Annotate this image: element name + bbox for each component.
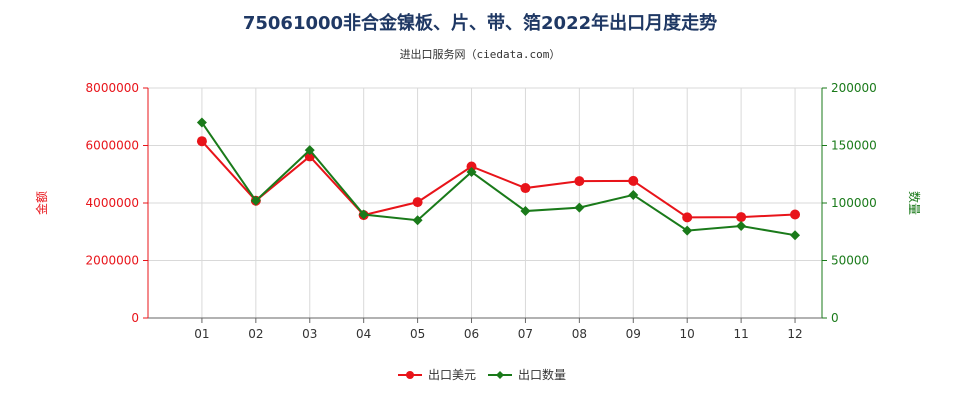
data-point — [574, 202, 585, 213]
data-point — [628, 175, 639, 186]
series — [196, 117, 801, 241]
data-point — [520, 183, 531, 194]
y-left-tick-label: 0 — [131, 311, 139, 325]
x-tick-label: 09 — [626, 327, 641, 341]
y-right-tick-label: 100000 — [831, 196, 877, 210]
y-left-tick-label: 6000000 — [86, 139, 139, 153]
data-point — [196, 117, 207, 128]
x-tick-label: 10 — [680, 327, 695, 341]
x-tick-label: 12 — [787, 327, 802, 341]
legend-marker — [496, 371, 504, 379]
legend-label: 出口美元 — [428, 368, 476, 382]
data-point — [790, 230, 801, 241]
legend-marker — [406, 371, 414, 379]
x-tick-label: 07 — [518, 327, 533, 341]
grid — [148, 87, 822, 319]
data-point — [466, 161, 477, 172]
y-right-tick-label: 0 — [831, 311, 839, 325]
data-point — [736, 212, 747, 223]
x-tick-label: 02 — [248, 327, 263, 341]
data-point — [358, 209, 369, 220]
y-left-tick-label: 8000000 — [86, 81, 139, 95]
series-line — [201, 140, 796, 219]
data-point — [412, 215, 423, 226]
y-left-tick-label: 2000000 — [86, 254, 139, 268]
data-point — [736, 221, 747, 231]
x-tick-label: 06 — [464, 327, 479, 341]
x-tick-label: 11 — [733, 327, 748, 341]
data-point — [304, 145, 315, 156]
legend-item-1[interactable]: 出口美元 — [398, 368, 476, 382]
data-point — [628, 189, 639, 200]
x-tick-label: 01 — [194, 327, 209, 341]
data-point — [682, 225, 693, 236]
x-tick-label: 08 — [572, 327, 587, 341]
y-right-tick-label: 200000 — [831, 81, 877, 95]
chart-title: 75061000非合金镍板、片、带、箔2022年出口月度走势 — [243, 12, 717, 34]
data-point — [466, 166, 477, 177]
data-point — [520, 206, 531, 217]
x-tick-label: 03 — [302, 327, 317, 341]
series-line — [201, 121, 796, 237]
legend-label: 出口数量 — [518, 367, 566, 382]
data-point — [250, 195, 261, 206]
x-tick-label: 04 — [356, 327, 371, 341]
legend-item-2[interactable]: 出口数量 — [488, 367, 566, 382]
data-point — [682, 212, 693, 223]
y-right-axis-title: 数量 — [907, 191, 922, 215]
y-left-tick-label: 4000000 — [86, 196, 139, 210]
y-right-tick-label: 150000 — [831, 139, 877, 153]
legend[interactable]: 出口美元 出口数量 — [398, 367, 566, 382]
chart-subtitle: 进出口服务网（ciedata.com） — [400, 47, 561, 61]
data-point — [790, 209, 801, 220]
y-right-tick-label: 50000 — [831, 254, 869, 268]
y-left-axis-title: 金额 — [34, 191, 49, 215]
x-tick-label: 05 — [410, 327, 425, 341]
series-2 — [196, 117, 801, 241]
series-1 — [196, 136, 801, 223]
axes: 0 2000000 4000000 6000000 8000000 0 50000 10000… — [86, 81, 877, 341]
data-point — [574, 176, 585, 187]
data-point — [196, 136, 207, 147]
data-point — [412, 197, 423, 208]
